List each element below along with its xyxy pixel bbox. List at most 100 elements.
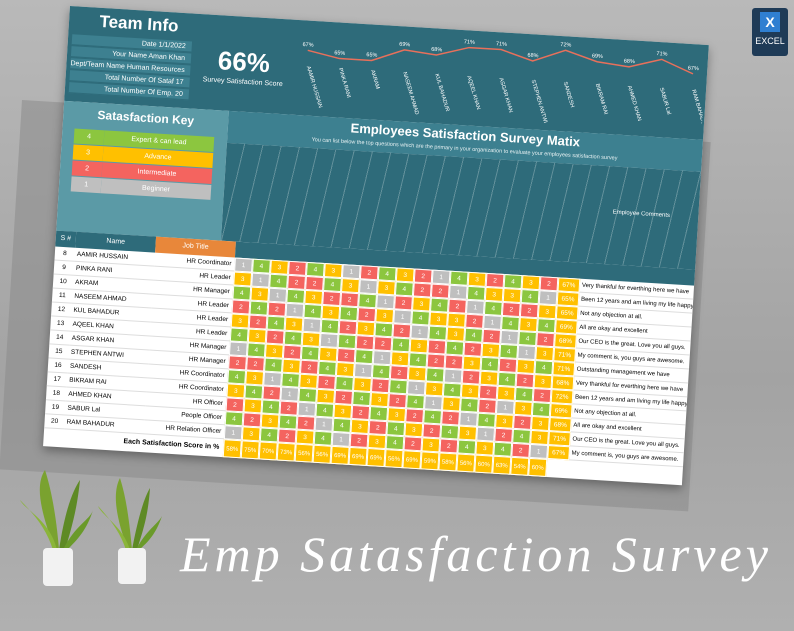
score-cell: 2 [392,323,412,339]
trend-chart: 67% AAMIR HUSSAIN 65% PINKA RANI 65% AKRAM 69%… [302,39,706,129]
score-cell: 4 [264,357,283,373]
score-cell: 3 [516,358,536,375]
score-cell: 4 [323,277,342,293]
score-cell: 2 [447,298,467,314]
score-cell: 2 [267,301,287,317]
score-cell: 4 [534,360,554,376]
score-cell: 4 [501,315,520,332]
row-score: 65% [556,291,580,307]
score-cell: 1 [297,401,317,417]
score-cell: 2 [501,301,521,318]
score-cell: 4 [244,384,264,400]
score-cell: 3 [502,287,522,304]
row-number: 19 [45,400,66,416]
column-score: 75% [240,440,260,460]
score-cell: 2 [277,428,297,444]
score-cell: 2 [357,307,377,323]
score-cell: 3 [533,374,553,390]
score-cell: 4 [283,330,303,346]
score-cell: 4 [300,345,320,361]
score-cell: 2 [231,299,251,315]
row-score: 71% [553,347,577,363]
column-score: 69% [348,446,368,466]
trend-label: 68% [624,58,635,65]
score-cell: 2 [427,339,447,355]
score-cell: 1 [443,368,463,384]
column-score: 54% [510,456,530,476]
score-cell: 4 [499,343,519,359]
column-score: 69% [366,447,386,468]
score-cell: 3 [245,370,265,386]
score-cell: 3 [284,316,304,332]
column-score: 56% [384,449,404,469]
trend-x-label: AKRAM [369,69,380,90]
score-cell: 2 [246,356,265,372]
score-cell: 3 [370,392,389,408]
row-score: 69% [549,403,573,419]
score-cell: 4 [442,382,462,398]
score-cell: 1 [341,264,361,280]
score-cell: 2 [536,332,555,348]
score-cell: 3 [530,429,549,446]
score-cell: 3 [521,275,541,291]
score-cell: 4 [352,390,371,407]
score-cell: 1 [529,443,549,459]
score-cell: 2 [242,412,262,428]
key-value: 2 [71,160,103,178]
score-cell: 2 [338,320,358,336]
score-cell: 2 [265,329,285,345]
trend-label: 71% [464,39,475,46]
score-cell: 4 [520,289,540,305]
score-cell: 4 [388,379,408,395]
score-cell: 4 [440,424,460,440]
column-score: 60% [528,457,548,477]
score-cell: 2 [478,384,498,400]
row-number: 13 [50,316,71,332]
score-cell: 2 [482,328,502,344]
score-cell: 4 [332,417,352,433]
score-value: 66% [217,45,271,79]
score-cell: 3 [299,373,318,389]
score-cell: 3 [495,413,514,429]
score-cell: 1 [424,395,443,411]
score-cell: 2 [336,347,356,364]
score-cell: 3 [387,407,407,423]
score-cell: 1 [500,329,519,345]
score-cell: 3 [513,400,533,416]
score-cell: 4 [464,327,484,343]
trend-line [307,46,694,75]
score-cell: 4 [261,399,281,415]
column-score: 56% [294,443,314,463]
score-cell: 4 [249,300,269,316]
score-cell: 1 [465,299,485,315]
score-cell: 2 [305,275,324,291]
score-cell: 3 [304,289,324,305]
score-cell: 4 [259,427,279,443]
score-cell: 4 [337,334,357,350]
score-cell: 3 [323,263,343,279]
score-cell: 4 [229,327,249,343]
row-number: 8 [54,246,76,262]
score-cell: 2 [340,292,360,308]
score-cell: 3 [462,355,482,371]
score-cell: 4 [406,394,425,410]
score-cell: 4 [313,430,333,446]
score-cell: 2 [539,276,559,292]
score-cell: 1 [459,411,478,427]
column-header: S # [55,230,77,248]
excel-label: EXCEL [755,36,785,46]
score-cell: 4 [374,322,394,338]
score-cell: 4 [278,414,298,430]
score-cell: 3 [447,312,466,328]
excel-icon: X [760,12,780,32]
trend-x-label: KUL BAHADUR [433,73,450,112]
score-cell: 2 [439,438,459,454]
trend-label: 67% [302,42,313,49]
score-cell: 2 [515,372,535,389]
score-cell: 4 [298,387,318,403]
score-cell: 3 [316,388,336,404]
score-cell: 3 [475,440,495,456]
score-cell: 2 [225,397,245,413]
score-cell: 4 [386,421,406,437]
